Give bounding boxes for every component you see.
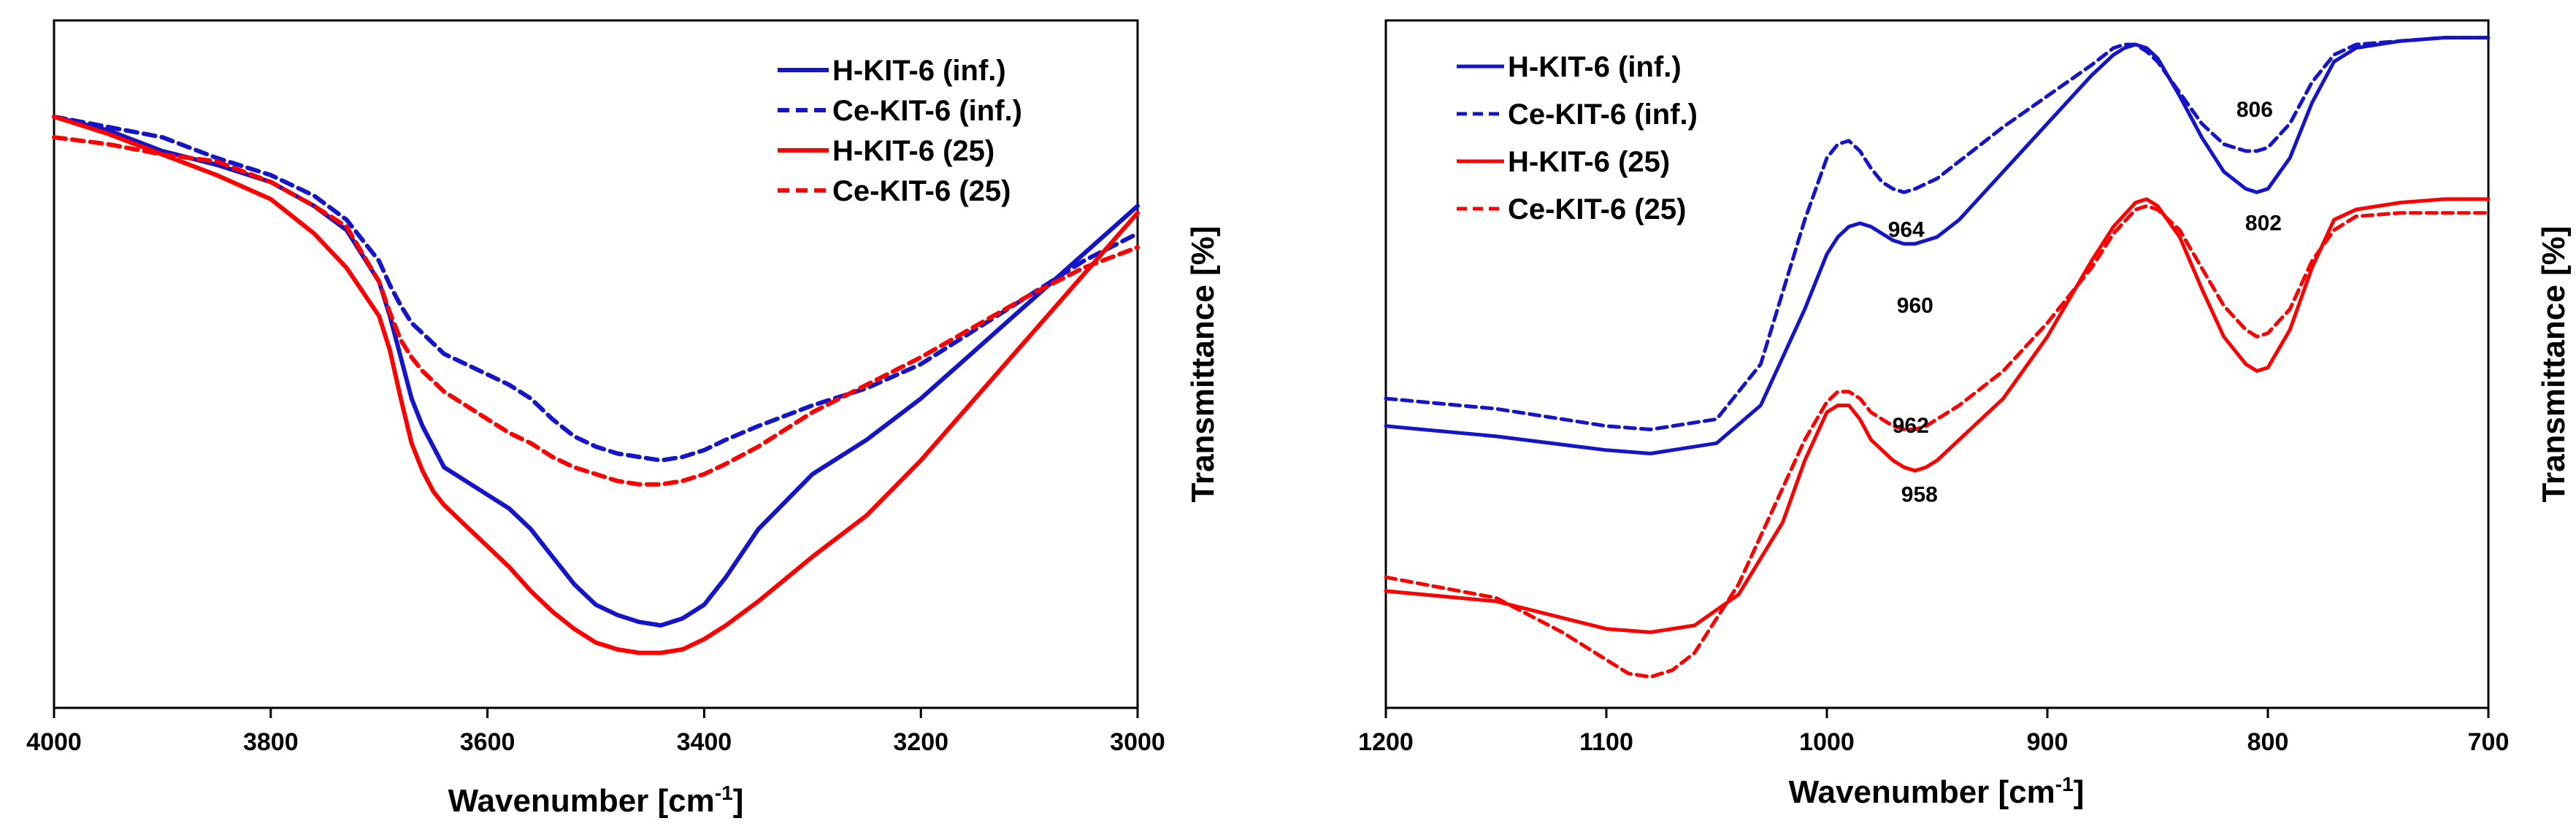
right-legend-entry: Ce-KIT-6 (inf.)	[1457, 99, 1698, 131]
left-series-h-kit-6-25	[52, 114, 1140, 655]
right-peak-annotations: 806 964 802 960 962 958	[1888, 98, 2282, 507]
left-series-group	[52, 114, 1140, 655]
right-x-axis-title: Wavenumber [cm-1]	[1789, 773, 2085, 810]
right-series-h-kit-6-inf	[1384, 36, 2491, 455]
x-tick-label: 1100	[1579, 728, 1633, 756]
left-y-axis-title: Transmittance [%]	[1185, 226, 1221, 503]
x-tick-label: 3000	[1110, 728, 1165, 756]
x-tick-label: 800	[2247, 728, 2289, 756]
left-legend: H-KIT-6 (inf.) Ce-KIT-6 (inf.) H-KIT-6 (…	[778, 55, 1022, 207]
left-legend-entry: Ce-KIT-6 (25)	[778, 175, 1011, 207]
x-tick-label: 1200	[1358, 728, 1414, 756]
left-x-axis-title: Wavenumber [cm-1]	[448, 782, 744, 819]
peak-annotation-958: 958	[1901, 482, 1938, 506]
right-legend-entry: H-KIT-6 (inf.)	[1457, 51, 1682, 83]
right-legend-entry: H-KIT-6 (25)	[1457, 146, 1670, 178]
legend-label: H-KIT-6 (inf.)	[1508, 51, 1682, 83]
legend-label: Ce-KIT-6 (25)	[832, 175, 1011, 207]
right-y-axis-title: Transmittance [%]	[2536, 226, 2572, 503]
x-tick-label: 900	[2027, 728, 2069, 756]
right-legend: H-KIT-6 (inf.) Ce-KIT-6 (inf.) H-KIT-6 (…	[1457, 51, 1698, 225]
left-legend-entry: H-KIT-6 (inf.)	[778, 55, 1006, 87]
peak-annotation-964: 964	[1888, 218, 1925, 242]
left-x-ticks: 4000 3800 3600 3400 3200 3000	[26, 708, 1165, 756]
right-series-h-kit-6-25	[1384, 197, 2491, 634]
right-series-ce-kit-6-25	[1384, 204, 2491, 679]
peak-annotation-806: 806	[2236, 98, 2273, 122]
x-tick-label: 700	[2468, 728, 2510, 756]
legend-label: Ce-KIT-6 (25)	[1508, 193, 1687, 225]
x-tick-label: 4000	[26, 728, 82, 756]
x-tick-label: 1000	[1799, 728, 1855, 756]
left-plot-frame	[53, 19, 1139, 709]
right-series-ce-kit-6-inf	[1384, 36, 2491, 431]
left-legend-entry: Ce-KIT-6 (inf.)	[778, 95, 1022, 127]
legend-label: H-KIT-6 (25)	[1508, 146, 1670, 178]
legend-label: H-KIT-6 (25)	[832, 135, 994, 167]
left-series-ce-kit-6-25	[52, 135, 1140, 487]
peak-annotation-962: 962	[1893, 414, 1929, 438]
x-tick-label: 3800	[243, 728, 299, 756]
peak-annotation-802: 802	[2245, 211, 2282, 235]
left-legend-entry: H-KIT-6 (25)	[778, 135, 994, 167]
right-series-group	[1384, 36, 2491, 679]
x-tick-label: 3200	[893, 728, 948, 756]
left-series-ce-kit-6-inf	[52, 114, 1140, 463]
right-chart-panel: 1200 1100 1000 900 800 700 806 964 802 960 962 958…	[1358, 19, 2572, 810]
legend-label: Ce-KIT-6 (inf.)	[832, 95, 1022, 127]
left-chart-panel: 4000 3800 3600 3400 3200 3000 H-KIT-6 (inf.) …	[26, 19, 1221, 819]
right-legend-entry: Ce-KIT-6 (25)	[1457, 193, 1687, 225]
peak-annotation-960: 960	[1897, 293, 1933, 317]
legend-label: Ce-KIT-6 (inf.)	[1508, 99, 1698, 131]
x-tick-label: 3400	[677, 728, 732, 756]
right-plot-frame	[1384, 19, 2490, 709]
x-tick-label: 3600	[460, 728, 515, 756]
legend-label: H-KIT-6 (inf.)	[832, 55, 1006, 87]
right-x-ticks: 1200 1100 1000 900 800 700	[1358, 708, 2509, 756]
